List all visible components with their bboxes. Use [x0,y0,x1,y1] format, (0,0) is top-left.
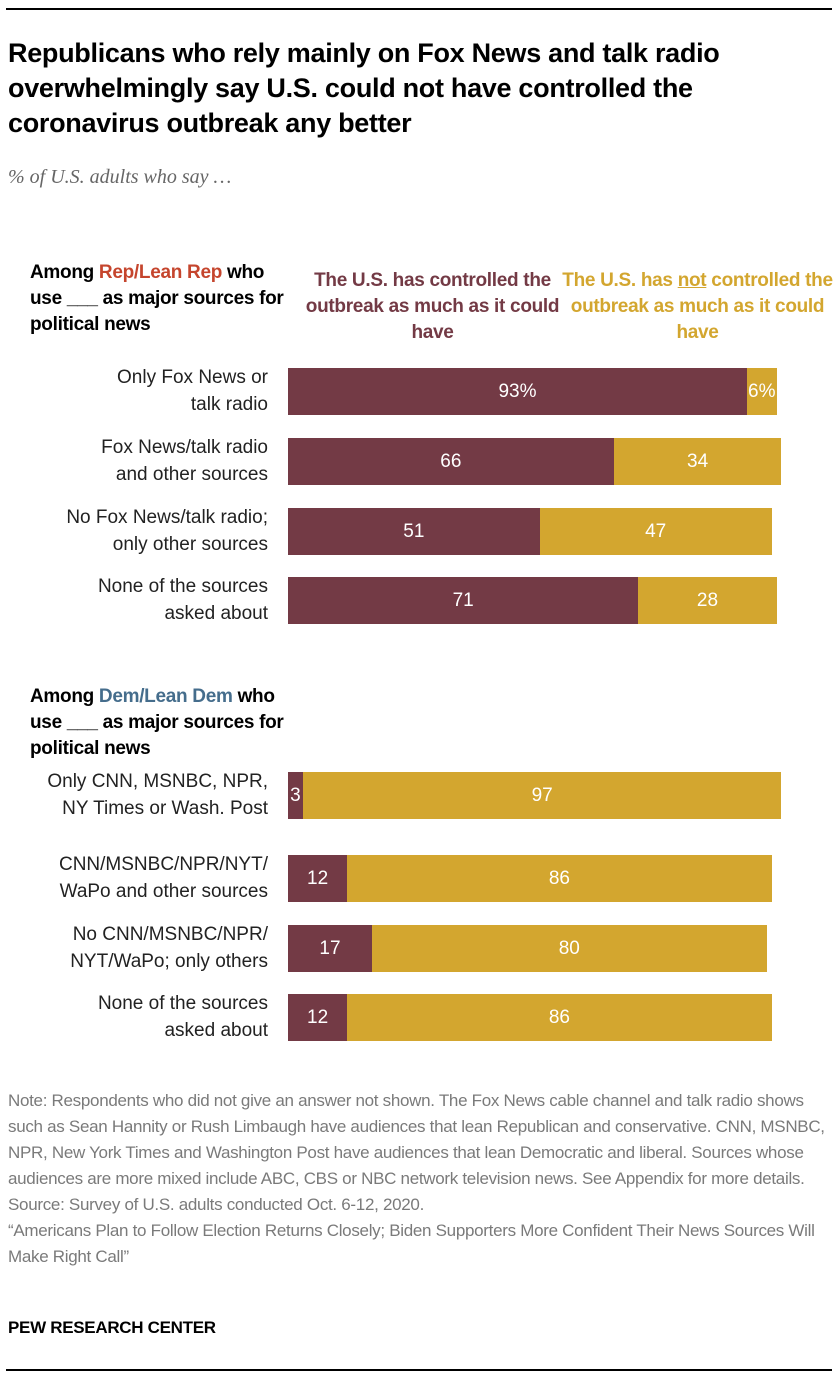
bar-not-controlled: 86 [347,994,772,1041]
rep-party-label: Rep/Lean Rep [98,262,223,283]
dem-group-header: Among Dem/Lean Dem who use ___ as major … [30,684,300,762]
row-label: CNN/MSNBC/NPR/NYT/WaPo and other sources [58,854,268,902]
group-prefix: Among [30,262,99,283]
row-label: No Fox News/talk radio; only other source… [66,507,268,555]
bar-not-controlled: 28 [638,577,777,624]
bar-controlled: 17 [288,925,372,972]
group-prefix: Among [30,686,99,707]
group-description: who use ___ as major sources for politic… [30,262,284,335]
bar-controlled: 93% [288,368,747,415]
row-label: No CNN/MSNBC/NPR/NYT/WaPo; only others [70,924,268,972]
bottom-rule [6,1369,832,1371]
group-description: who use ___ as major sources for politic… [30,686,284,759]
bar-not-controlled: 97 [302,772,782,819]
source-text: Source: Survey of U.S. adults conducted … [8,1195,424,1214]
bar-controlled: 66 [288,438,614,485]
bar-not-controlled: 80 [371,925,767,972]
dem-party-label: Dem/Lean Dem [98,686,233,707]
notes: Note: Respondents who did not give an an… [8,1088,836,1270]
row-label: Only Fox News or talk radio [117,367,268,415]
chart-subtitle: % of U.S. adults who say … [8,166,232,188]
row-label: Only CNN, MSNBC, NPR, NY Times or Wash. P… [47,771,268,819]
legend-not-controlled: The U.S. has not controlled the outbreak… [562,270,833,343]
bar-controlled: 12 [288,994,348,1041]
note-text: Note: Respondents who did not give an an… [8,1091,825,1188]
report-title: “Americans Plan to Follow Election Retur… [8,1221,815,1266]
bar-not-controlled: 86 [347,855,772,902]
bar-controlled: 3 [288,772,303,819]
bar-not-controlled: 6% [746,368,777,415]
chart-title: Republicans who rely mainly on Fox News … [8,38,720,138]
row-label: Fox News/talk radio and other sources [101,437,268,485]
bar-not-controlled: 47 [539,508,772,555]
top-rule [6,8,832,10]
rep-group-header: Among Rep/Lean Rep who use ___ as major … [30,260,300,338]
legend-controlled: The U.S. has controlled the outbreak as … [305,270,560,343]
bar-controlled: 71 [288,577,639,624]
bar-controlled: 51 [288,508,540,555]
bar-controlled: 12 [288,855,348,902]
bar-not-controlled: 34 [613,438,782,485]
row-label: None of the sources asked about [97,576,268,624]
row-label: None of the sources asked about [97,993,268,1041]
pew-logo-text: PEW RESEARCH CENTER [8,1318,216,1337]
